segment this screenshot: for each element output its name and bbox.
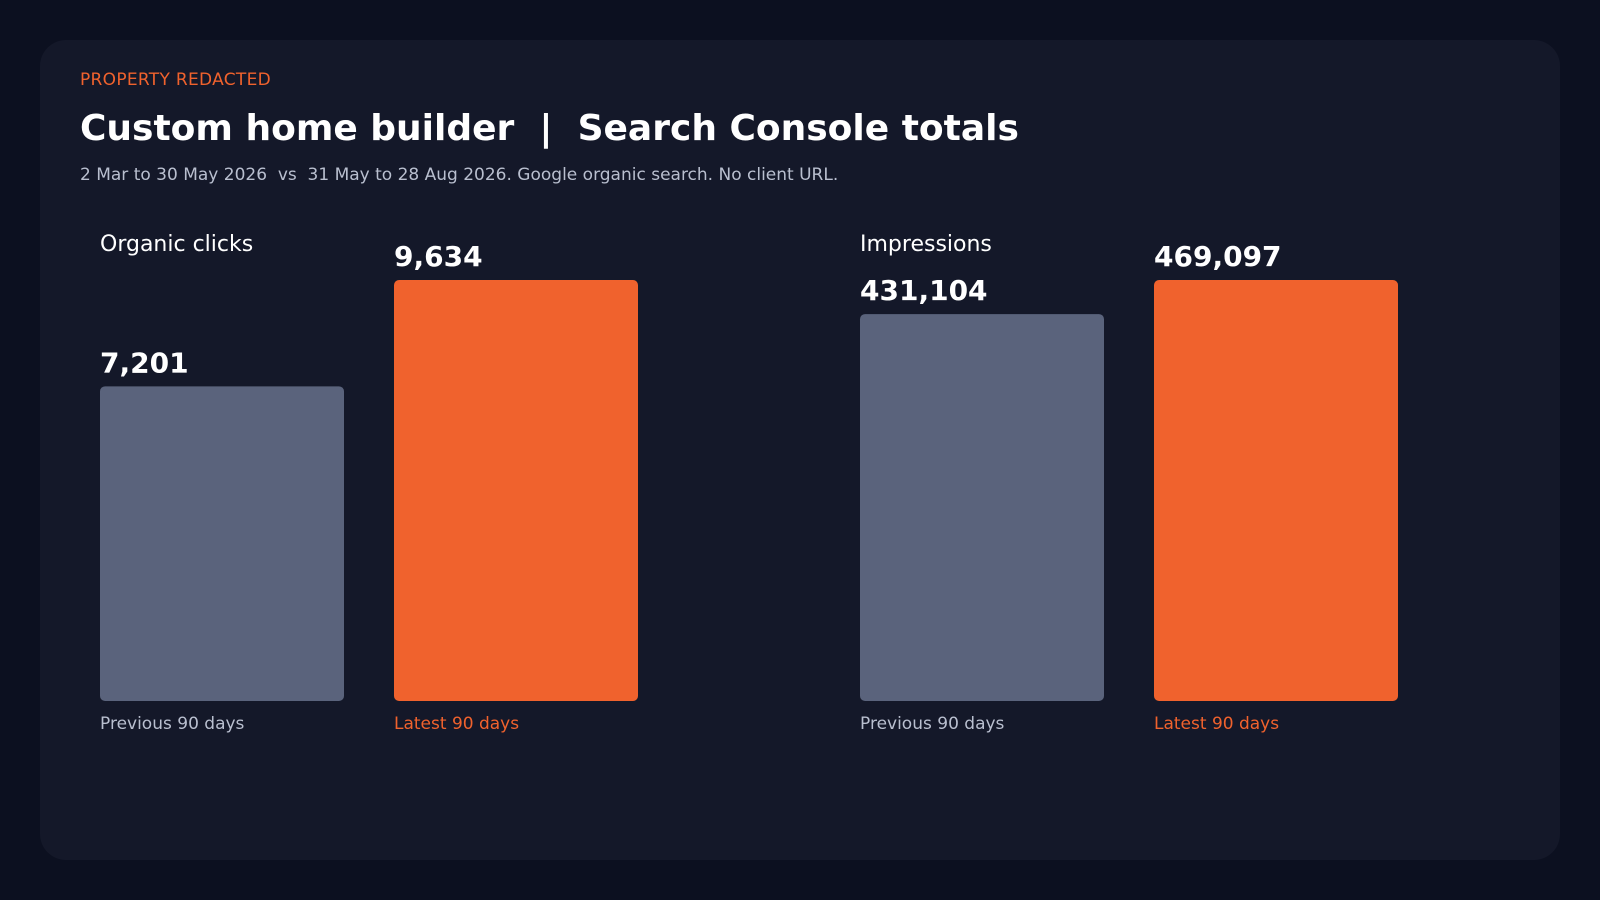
impressions-bar-previous — [860, 314, 1104, 701]
impressions-category-label-latest: Latest 90 days — [1154, 714, 1279, 734]
page-title: Custom home builder | Search Console tot… — [80, 108, 1019, 149]
clicks-bar-latest — [394, 280, 638, 701]
clicks-category-label-latest: Latest 90 days — [394, 714, 519, 734]
impressions-panel-title: Impressions — [860, 232, 992, 257]
impressions-value-label-previous: 431,104 — [860, 274, 988, 307]
clicks-bar-previous — [100, 386, 344, 701]
impressions-category-label-previous: Previous 90 days — [860, 714, 1005, 734]
clicks-value-label-latest: 9,634 — [394, 240, 483, 273]
property-label: PROPERTY REDACTED — [80, 70, 272, 90]
page-subtitle: 2 Mar to 30 May 2026 vs 31 May to 28 Aug… — [80, 165, 839, 185]
clicks-category-label-previous: Previous 90 days — [100, 714, 245, 734]
impressions-bar-latest — [1154, 280, 1398, 701]
impressions-value-label-latest: 469,097 — [1154, 240, 1282, 273]
clicks-panel-title: Organic clicks — [100, 232, 254, 257]
clicks-value-label-previous: 7,201 — [100, 346, 189, 379]
